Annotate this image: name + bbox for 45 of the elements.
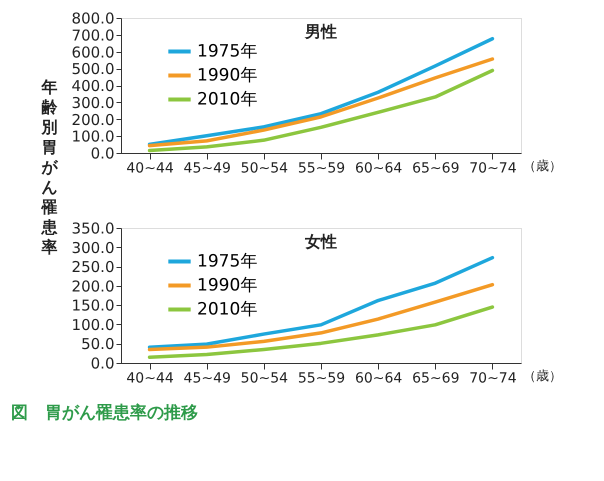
legend-label: 1975年 bbox=[197, 252, 258, 272]
line-series bbox=[148, 68, 494, 152]
x-tick-label: 55~59 bbox=[298, 160, 346, 176]
y-tick-label: 0.0 bbox=[90, 144, 114, 162]
y-tick-label: 100.0 bbox=[72, 316, 114, 334]
x-tick-label: 45~49 bbox=[184, 160, 231, 176]
y-tick-label: 200.0 bbox=[72, 277, 114, 296]
legend-label: 1990年 bbox=[197, 66, 258, 86]
x-axis-title: （歳） bbox=[523, 159, 562, 174]
text: 図 胃がん罹患率の推移 bbox=[11, 403, 198, 423]
x-tick-label: 70~74 bbox=[469, 370, 517, 386]
x-axis-title: （歳） bbox=[523, 369, 562, 384]
y-tick-label: 100.0 bbox=[72, 128, 114, 146]
x-tick-label: 50~54 bbox=[240, 370, 288, 386]
y-tick-label: 0.0 bbox=[90, 354, 114, 372]
x-tick-label: 45~49 bbox=[184, 370, 231, 386]
y-tick-label: 600.0 bbox=[72, 43, 114, 62]
x-tick-label: 65~69 bbox=[412, 160, 460, 176]
x-tick-label: 55~59 bbox=[298, 370, 346, 386]
x-tick-label: 50~54 bbox=[240, 160, 288, 176]
y-tick-label: 150.0 bbox=[72, 296, 114, 315]
y-tick-label: 700.0 bbox=[72, 26, 114, 44]
x-tick-label: 40~44 bbox=[126, 160, 174, 176]
x-tick-label: 65~69 bbox=[412, 370, 460, 386]
y-tick-label: 200.0 bbox=[72, 110, 114, 129]
legend-label: 2010年 bbox=[197, 300, 258, 320]
chart-title: 女性 bbox=[304, 232, 337, 251]
x-tick-label: 60~64 bbox=[354, 370, 402, 386]
y-tick-label: 50.0 bbox=[81, 335, 114, 354]
y-tick-label: 300.0 bbox=[72, 94, 114, 112]
legend-label: 1990年 bbox=[197, 276, 258, 296]
x-tick-label: 60~64 bbox=[354, 160, 402, 176]
y-tick-label: 500.0 bbox=[72, 60, 114, 78]
legend-label: 1975年 bbox=[197, 42, 258, 62]
x-tick-label: 70~74 bbox=[469, 160, 517, 176]
line-series bbox=[148, 57, 494, 148]
y-tick-label: 300.0 bbox=[72, 238, 114, 257]
y-tick-label: 800.0 bbox=[72, 10, 114, 28]
chart-title: 男性 bbox=[304, 22, 337, 41]
y-tick-label: 350.0 bbox=[72, 220, 114, 238]
y-tick-label: 400.0 bbox=[72, 77, 114, 95]
legend-label: 2010年 bbox=[197, 90, 258, 110]
text: 年齢別胃がん罹患率 bbox=[42, 77, 58, 256]
x-tick-label: 40~44 bbox=[126, 370, 174, 386]
y-tick-label: 250.0 bbox=[72, 258, 114, 276]
